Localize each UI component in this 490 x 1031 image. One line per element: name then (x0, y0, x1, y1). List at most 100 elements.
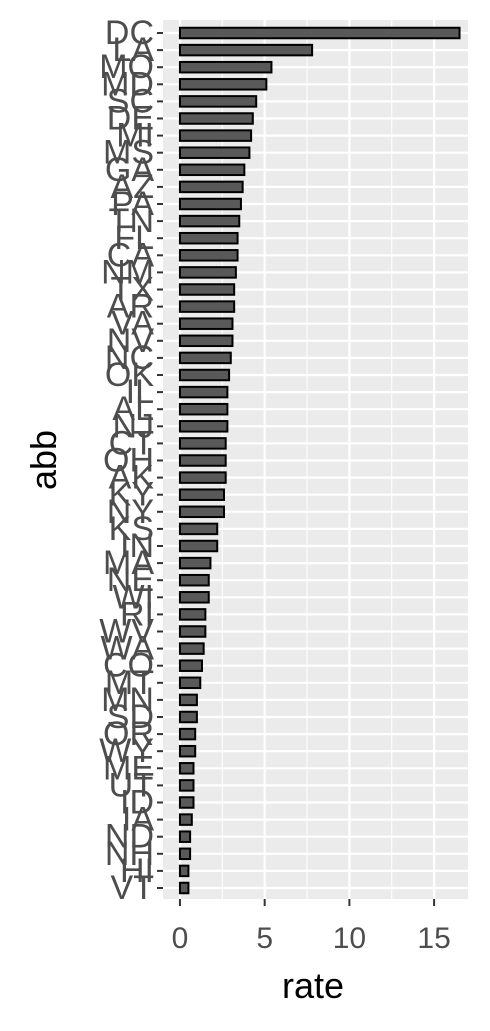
y-tick-label: WY (99, 732, 154, 770)
bar-CT (178, 437, 227, 450)
bar-MD (178, 78, 268, 91)
bar-NM (178, 266, 237, 279)
bar-TX (178, 283, 236, 296)
y-tick-label: FL (114, 219, 154, 257)
bar-ID (178, 796, 195, 809)
y-axis: DCLAMOMDSCDEMIMSGAAZPATNFLCANMTXARVANVNC… (99, 14, 163, 907)
bar-VT (178, 881, 190, 895)
bar-NV (178, 334, 234, 348)
y-tick-label: IN (120, 527, 154, 565)
y-tick-label: MT (105, 664, 154, 702)
bar-AK (178, 471, 227, 484)
y-tick-label: WI (112, 578, 154, 616)
bar-OK (178, 368, 231, 382)
y-tick-label: OK (105, 356, 154, 394)
bar-DE (178, 112, 254, 125)
bar-PA (178, 197, 242, 211)
y-tick-label: OH (103, 442, 154, 480)
y-tick-label: TN (109, 202, 154, 240)
y-tick-label: WV (99, 613, 154, 651)
y-tick-label: MO (99, 48, 154, 86)
bar-MN (178, 693, 198, 707)
bar-HI (178, 864, 190, 878)
y-tick-label: CA (107, 236, 155, 274)
y-tick-label: WA (100, 630, 154, 668)
x-axis-title: rate (282, 965, 344, 1006)
y-tick-label: CO (103, 647, 154, 685)
bar-ND (178, 830, 192, 843)
y-axis-title: abb (23, 430, 64, 490)
y-tick-label: NY (107, 493, 154, 531)
y-tick-label: NE (107, 561, 154, 599)
bar-KS (178, 522, 219, 536)
y-tick-label: MA (103, 544, 154, 582)
y-tick-label: SC (107, 82, 154, 120)
bar-IN (178, 539, 219, 553)
bar-RI (178, 608, 207, 621)
y-tick-label: ME (103, 749, 154, 787)
bar-MA (178, 556, 212, 570)
bar-SD (178, 710, 198, 724)
y-tick-label: MS (103, 134, 154, 172)
y-tick-label: MN (101, 681, 154, 719)
y-tick-label: MI (116, 117, 154, 155)
y-tick-label: OR (103, 715, 154, 753)
y-tick-label: CT (109, 424, 154, 462)
y-tick-label: AZ (111, 168, 154, 206)
bar-WI (178, 591, 210, 604)
y-tick-label: VT (111, 869, 154, 907)
y-tick-label: AL (112, 390, 154, 428)
bar-NC (178, 351, 232, 365)
bar-WA (178, 642, 205, 655)
bar-OH (178, 454, 227, 467)
bar-IA (178, 813, 193, 826)
x-tick-label: 15 (417, 922, 450, 955)
bar-MT (178, 676, 202, 690)
x-tick-label: 0 (172, 922, 189, 955)
bar-UT (178, 779, 195, 792)
bar-AR (178, 300, 236, 313)
y-tick-label: DE (107, 100, 154, 138)
y-tick-label: NV (107, 322, 155, 360)
bars (178, 26, 461, 895)
bar-VA (178, 317, 234, 330)
bar-OR (178, 727, 197, 741)
y-tick-label: VA (111, 305, 154, 343)
bar-FL (178, 231, 239, 245)
y-tick-label: HI (120, 852, 154, 890)
y-tick-label: DC (105, 14, 154, 52)
bar-MO (178, 60, 273, 74)
bar-WV (178, 625, 207, 638)
y-tick-label: PA (111, 185, 154, 223)
y-tick-label: AR (107, 288, 154, 326)
bar-MI (178, 129, 253, 142)
bar-DC (178, 26, 461, 40)
y-tick-label: KS (109, 510, 154, 548)
bar-AZ (178, 180, 244, 194)
bar-NJ (178, 420, 229, 433)
y-tick-label: UT (109, 766, 154, 804)
bar-CA (178, 249, 239, 262)
y-tick-label: LA (112, 31, 154, 69)
y-tick-label: IA (122, 801, 154, 839)
bar-LA (178, 43, 314, 57)
y-tick-label: ND (105, 818, 154, 856)
bar-TN (178, 214, 241, 228)
y-tick-label: NC (105, 339, 154, 377)
bar-WY (178, 744, 197, 758)
bar-ME (178, 762, 195, 775)
y-tick-label: SD (107, 698, 154, 736)
y-tick-label: RI (120, 595, 154, 633)
y-tick-label: IL (126, 373, 154, 411)
x-tick-label: 5 (256, 922, 273, 955)
bar-IL (178, 385, 229, 399)
bar-GA (178, 163, 246, 177)
x-tick-label: 10 (333, 922, 366, 955)
bar-CO (178, 659, 203, 672)
y-tick-label: GA (105, 151, 154, 189)
y-tick-label: NH (105, 835, 154, 873)
bar-KY (178, 488, 225, 501)
x-axis: 0 5 10 15 (172, 899, 451, 955)
y-tick-label: TX (111, 271, 154, 309)
